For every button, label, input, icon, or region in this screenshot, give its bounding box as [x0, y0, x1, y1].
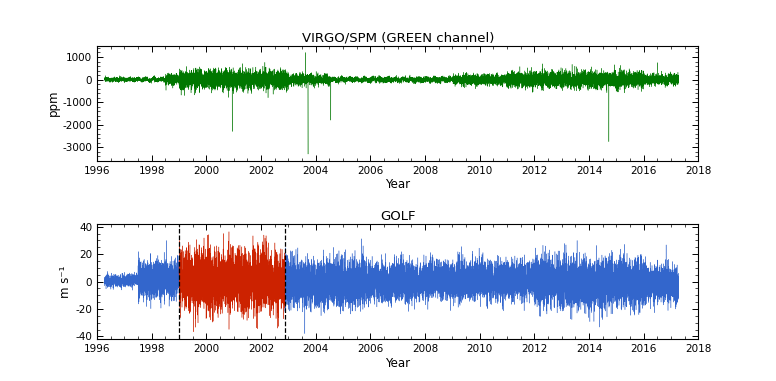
X-axis label: Year: Year — [385, 178, 411, 191]
Title: GOLF: GOLF — [380, 210, 415, 223]
X-axis label: Year: Year — [385, 357, 411, 370]
Y-axis label: m s⁻¹: m s⁻¹ — [60, 265, 72, 298]
Y-axis label: ppm: ppm — [47, 90, 60, 117]
Title: VIRGO/SPM (GREEN channel): VIRGO/SPM (GREEN channel) — [302, 32, 494, 45]
